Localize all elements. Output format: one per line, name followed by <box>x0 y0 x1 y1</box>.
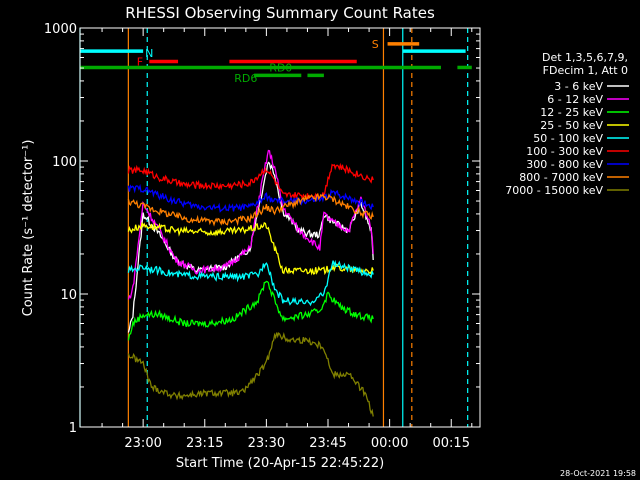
series-line <box>127 193 374 227</box>
legend-label: 300 - 800 keV <box>526 158 603 171</box>
mode-annotation: S <box>372 38 379 51</box>
x-tick-label: 23:00 <box>124 436 161 451</box>
legend-label: 25 - 50 keV <box>540 119 603 132</box>
y-tick-label: 1 <box>69 421 77 436</box>
x-tick-label: 23:30 <box>248 436 285 451</box>
series-line <box>127 332 374 417</box>
legend-label: 6 - 12 keV <box>547 93 603 106</box>
legend-header: Det 1,3,5,6,7,9, <box>542 51 628 64</box>
x-tick-label: 00:00 <box>371 436 408 451</box>
series-line <box>127 221 374 276</box>
mode-annotation: RD0 <box>269 61 292 74</box>
x-tick-label: 23:15 <box>186 436 223 451</box>
mode-annotation: RD6 <box>234 72 257 85</box>
x-axis-label: Start Time (20-Apr-15 22:45:22) <box>176 456 384 471</box>
legend-label: 7000 - 15000 keV <box>505 184 603 197</box>
legend-label: 100 - 300 keV <box>526 145 603 158</box>
chart-title: RHESSI Observing Summary Count Rates <box>125 4 435 22</box>
legend-label: 12 - 25 keV <box>540 106 603 119</box>
y-tick-label: 10 <box>60 288 77 303</box>
series-line <box>127 259 374 307</box>
series-line <box>127 183 374 213</box>
series-line <box>127 162 374 201</box>
legend-label: 800 - 7000 keV <box>519 171 603 184</box>
legend-label: 50 - 100 keV <box>533 132 603 145</box>
series-line <box>127 280 374 341</box>
x-tick-label: 23:45 <box>309 436 346 451</box>
legend-label: 3 - 6 keV <box>554 80 603 93</box>
plot-frame <box>79 27 481 428</box>
y-axis-label: Count Rate (s⁻¹ detector⁻¹) <box>21 140 36 317</box>
y-tick-label: 100 <box>52 155 77 170</box>
x-tick-label: 00:15 <box>433 436 470 451</box>
mode-annotation: F <box>137 55 143 68</box>
y-tick-label: 1000 <box>44 22 77 37</box>
mode-annotation: N <box>145 47 153 60</box>
series-line <box>127 149 374 300</box>
legend-header: FDecim 1, Att 0 <box>543 64 628 77</box>
footer-date: 28-Oct-2021 19:58 <box>560 469 636 478</box>
